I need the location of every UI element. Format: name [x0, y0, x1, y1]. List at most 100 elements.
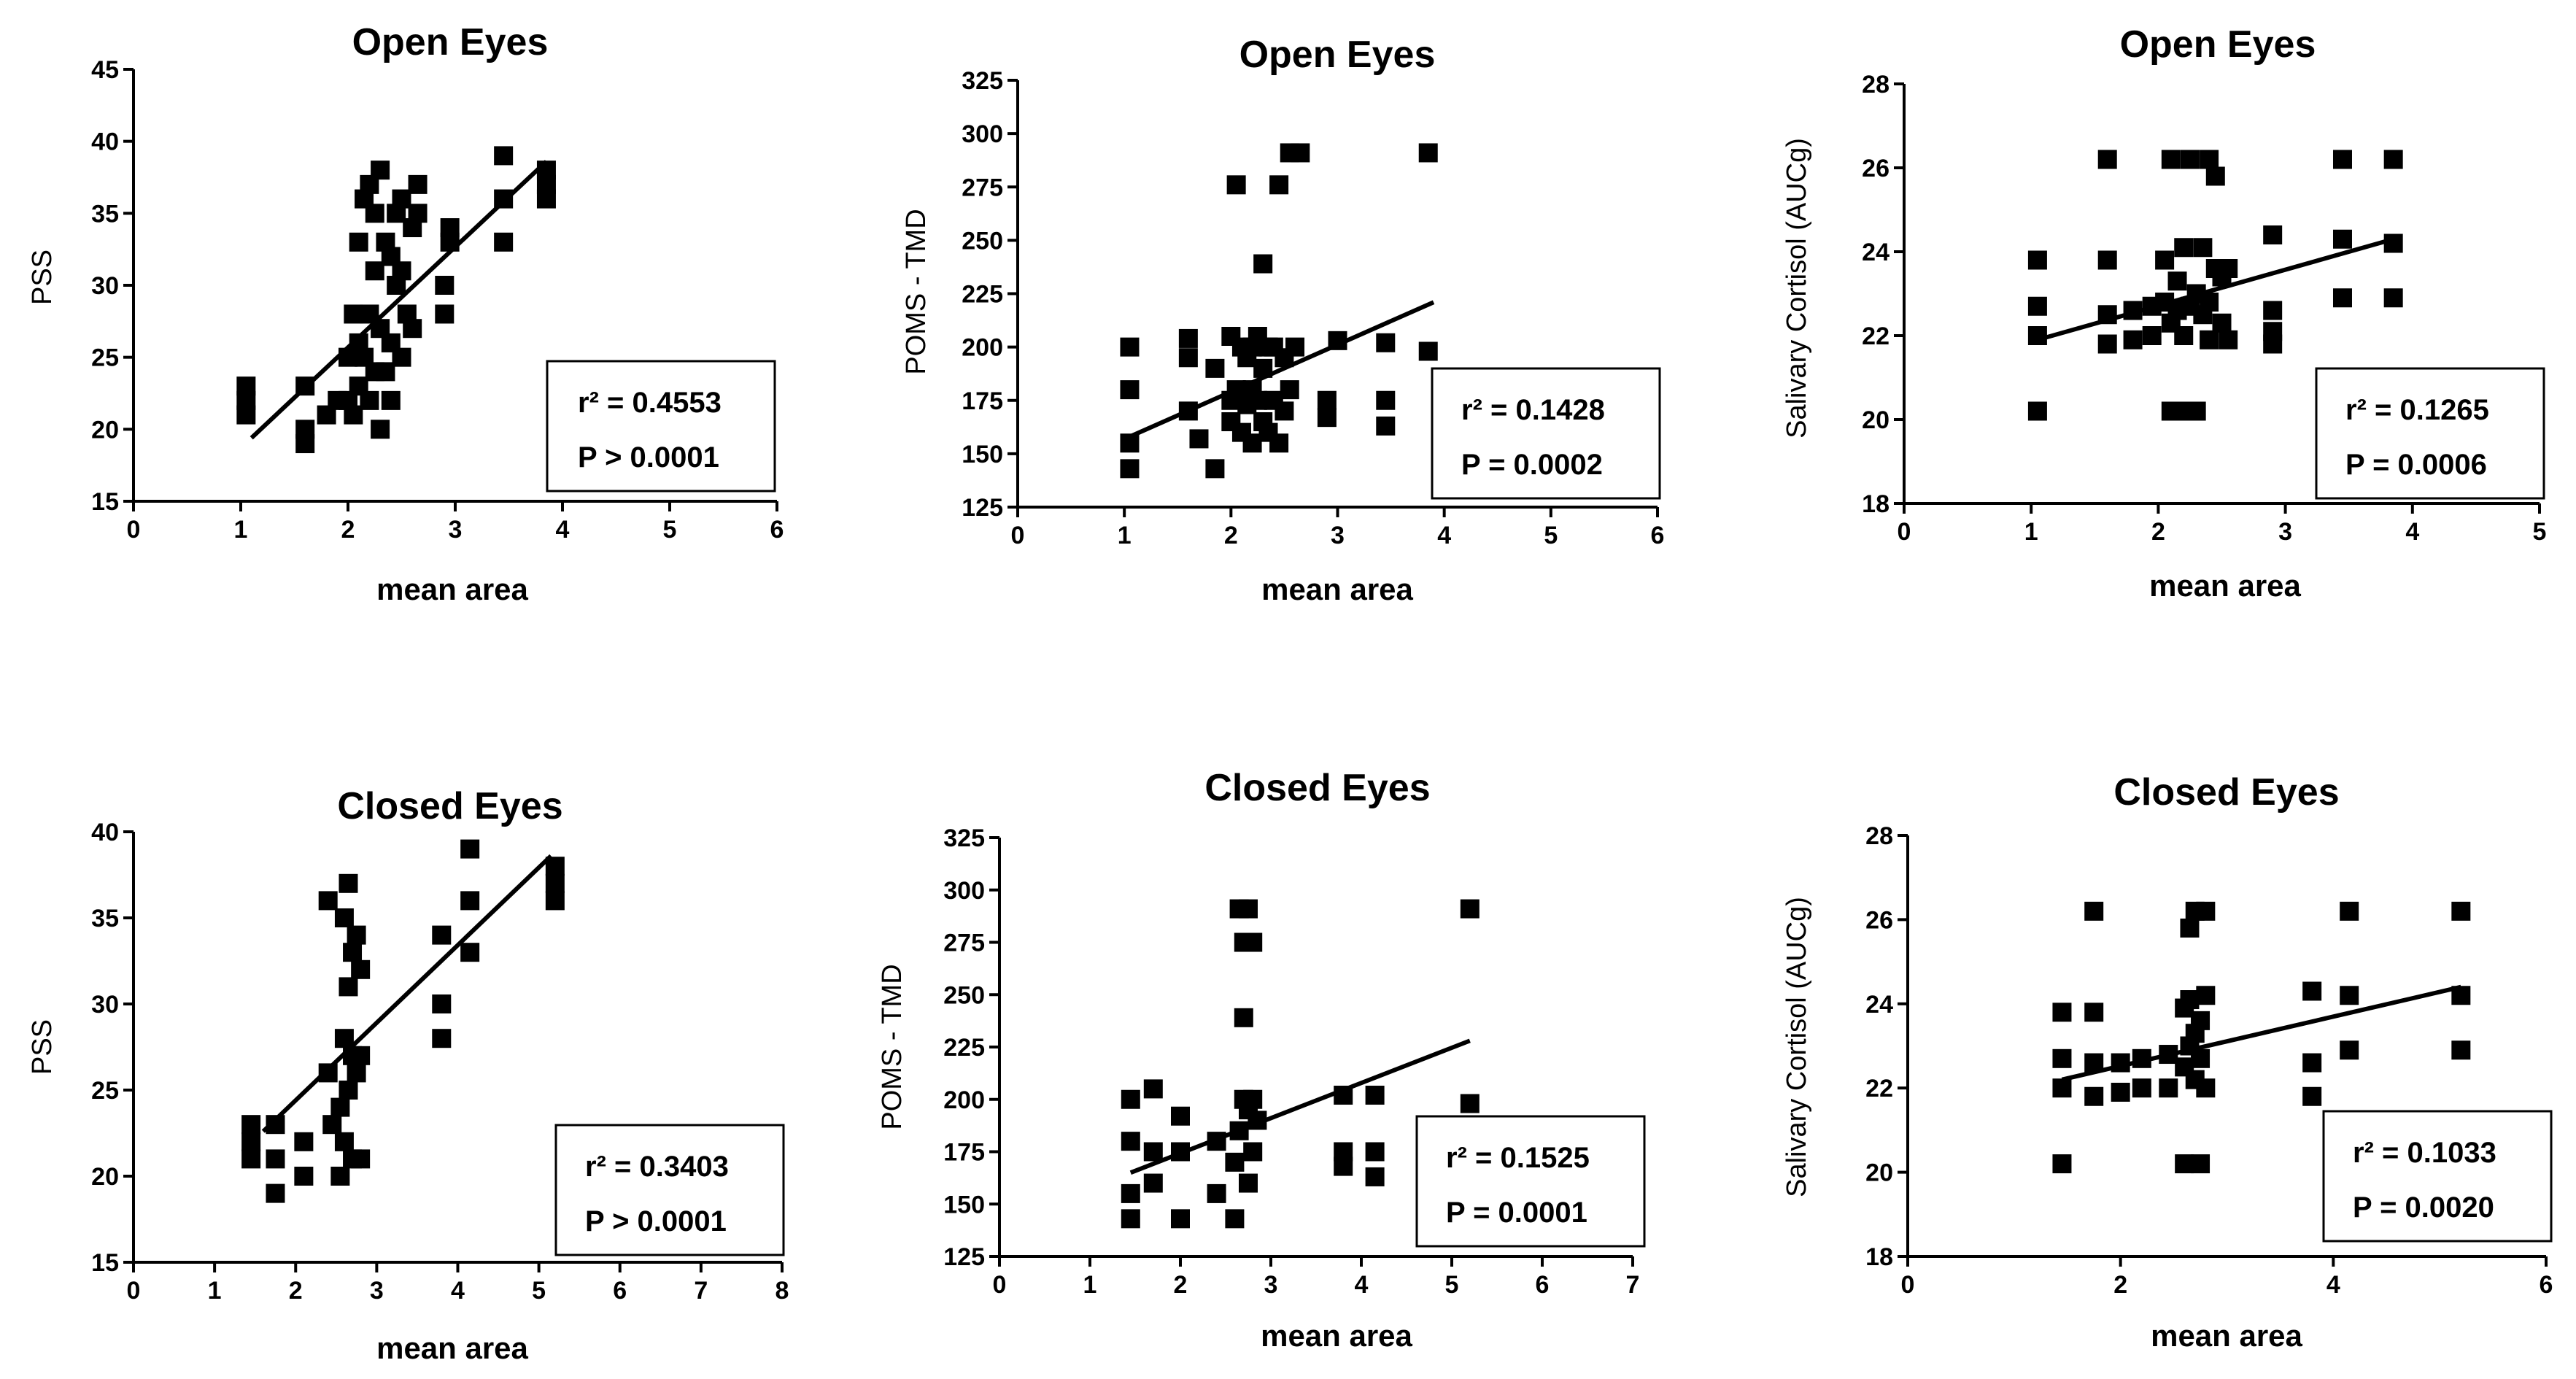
- data-point: [460, 891, 480, 911]
- data-point: [371, 420, 390, 439]
- data-point: [2097, 334, 2117, 354]
- y-tick-label: 175: [943, 1139, 985, 1167]
- data-point: [349, 232, 368, 252]
- data-point: [1242, 433, 1262, 453]
- data-point: [392, 261, 411, 281]
- y-tick-label: 20: [1865, 1159, 1893, 1187]
- data-point: [2186, 401, 2206, 421]
- y-tick-label: 35: [91, 905, 119, 932]
- data-point: [1253, 254, 1273, 274]
- data-point: [2219, 330, 2238, 349]
- y-tick-label: 22: [1862, 322, 1890, 350]
- y-tick-label: 28: [1862, 71, 1890, 98]
- p-value-label: P = 0.0002: [1461, 449, 1603, 481]
- data-point: [2383, 150, 2403, 169]
- y-tick-label: 20: [91, 1163, 119, 1191]
- data-point: [1171, 1209, 1190, 1229]
- stats-box: r² = 0.1033 P = 0.0020: [2322, 1110, 2553, 1243]
- y-tick-label: 250: [943, 981, 985, 1009]
- data-point: [266, 1149, 285, 1169]
- data-point: [2180, 150, 2200, 169]
- data-point: [2302, 1053, 2322, 1073]
- y-tick-label: 18: [1865, 1243, 1893, 1271]
- y-tick-label: 25: [91, 344, 119, 372]
- data-point: [318, 891, 338, 911]
- data-point: [2027, 296, 2047, 316]
- data-point: [1120, 459, 1140, 479]
- data-point: [2196, 1078, 2216, 1098]
- data-point: [1317, 408, 1337, 428]
- stats-box-frame: [1431, 367, 1661, 500]
- data-point: [2174, 326, 2194, 345]
- data-point: [347, 925, 366, 945]
- data-point: [1243, 1142, 1263, 1162]
- data-point: [2200, 330, 2219, 349]
- data-point: [1365, 1142, 1385, 1162]
- data-point: [1143, 1142, 1163, 1162]
- x-tick-label: 3: [449, 516, 463, 544]
- x-tick-label: 0: [127, 516, 141, 544]
- y-tick-label: 250: [962, 227, 1003, 255]
- panel-title: Open Eyes: [352, 21, 549, 63]
- x-tick-label: 4: [1355, 1271, 1369, 1299]
- x-tick-label: 5: [1544, 522, 1558, 549]
- y-tick-label: 225: [943, 1034, 985, 1062]
- y-tick-label: 175: [962, 387, 1003, 415]
- y-tick-label: 325: [943, 824, 985, 852]
- data-point: [1365, 1086, 1385, 1105]
- stats-box: r² = 0.1428 P = 0.0002: [1431, 367, 1661, 500]
- data-point: [2052, 1154, 2072, 1174]
- y-tick-label: 45: [91, 56, 119, 84]
- data-point: [2084, 1086, 2104, 1106]
- x-tick-label: 1: [2024, 518, 2038, 546]
- data-point: [1120, 337, 1140, 357]
- data-point: [392, 347, 411, 367]
- plot-area: 0 1 2 3 4 5 18 20 22 24 26 28: [1862, 71, 2546, 546]
- data-point: [339, 873, 358, 893]
- x-tick-label: 6: [1651, 522, 1665, 549]
- data-point: [1460, 1094, 1480, 1113]
- data-point: [2263, 225, 2283, 244]
- data-point: [2027, 401, 2047, 421]
- x-tick-label: 1: [1083, 1271, 1097, 1299]
- plot-area: 0 1 2 3 4 5 6 125 150 175 200 225 250 275 300 325: [962, 67, 1664, 549]
- data-point: [494, 232, 514, 252]
- data-point: [2263, 322, 2283, 341]
- data-point: [1269, 433, 1289, 453]
- stats-box: r² = 0.1265 P = 0.0006: [2315, 367, 2545, 500]
- data-point: [2052, 1048, 2072, 1068]
- y-tick-label: 150: [943, 1191, 985, 1218]
- data-point: [2340, 1040, 2359, 1060]
- data-point: [365, 204, 384, 223]
- data-point: [1143, 1079, 1163, 1099]
- y-tick-label: 300: [943, 877, 985, 905]
- data-point: [1189, 429, 1209, 449]
- y-axis-label: Salivary Cortisol (AUCg): [1782, 897, 1812, 1197]
- data-point: [371, 161, 390, 180]
- data-point: [460, 839, 480, 859]
- regression-line: [1129, 1038, 1471, 1175]
- x-tick-label: 5: [532, 1277, 546, 1305]
- x-tick-label: 1: [1118, 522, 1132, 549]
- data-point: [435, 304, 455, 324]
- data-point: [376, 362, 395, 382]
- data-point: [2332, 288, 2352, 308]
- data-point: [408, 174, 428, 194]
- data-point: [1243, 932, 1263, 952]
- y-tick-label: 22: [1865, 1075, 1893, 1102]
- x-tick-label: 4: [2405, 518, 2419, 546]
- data-point: [2193, 238, 2213, 258]
- y-tick-label: 275: [962, 174, 1003, 201]
- x-tick-label: 3: [1331, 522, 1345, 549]
- x-tick-label: 5: [2533, 518, 2547, 546]
- data-point: [1418, 143, 1438, 163]
- y-tick-label: 225: [962, 281, 1003, 309]
- data-point: [1269, 175, 1289, 195]
- data-point: [2097, 150, 2117, 169]
- y-tick-label: 275: [943, 930, 985, 957]
- data-point: [2383, 288, 2403, 308]
- data-point: [1280, 380, 1299, 400]
- data-point: [236, 376, 256, 396]
